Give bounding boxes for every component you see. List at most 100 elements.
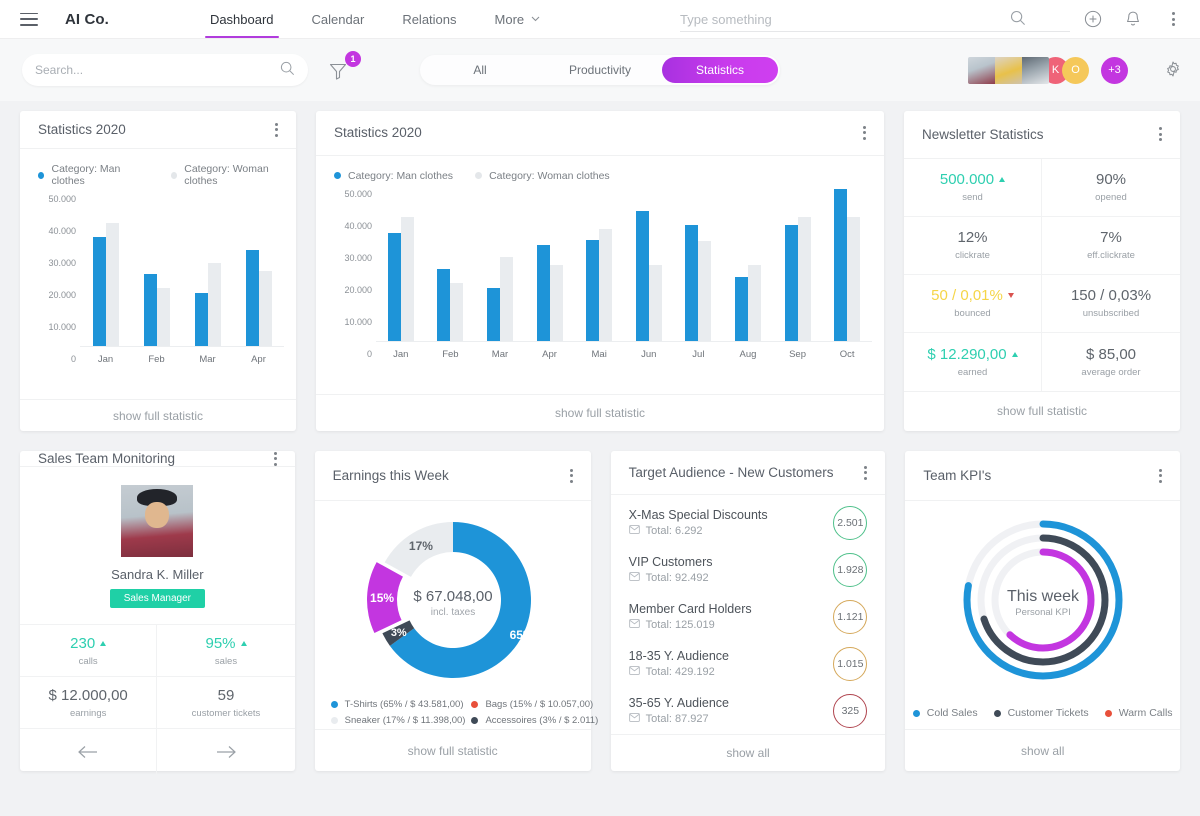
search-icon[interactable] bbox=[280, 61, 295, 79]
y-tick-40000: 40.000 bbox=[48, 226, 76, 237]
search-input[interactable] bbox=[35, 63, 280, 77]
segment-statistics[interactable]: Statistics bbox=[662, 57, 778, 83]
donut-slice[interactable] bbox=[389, 522, 531, 678]
show-full-statistic-link[interactable]: show full statistic bbox=[904, 390, 1180, 431]
radial-chart: This week Personal KPI bbox=[905, 501, 1180, 703]
plus-circle-icon[interactable] bbox=[1082, 8, 1104, 30]
newsletter-stat-cell: 50 / 0,01% bounced bbox=[904, 274, 1042, 333]
sales-stat-label: earnings bbox=[69, 707, 107, 719]
arrow-right-icon[interactable] bbox=[157, 729, 294, 775]
arrow-left-icon[interactable] bbox=[20, 729, 158, 775]
legend-label: Sneaker (17% / $ 11.398,00) bbox=[344, 715, 466, 726]
axis-line bbox=[822, 340, 872, 342]
avatar-2[interactable] bbox=[995, 56, 1022, 84]
nav-item-calendar[interactable]: Calendar bbox=[293, 0, 384, 38]
more-vertical-icon[interactable] bbox=[864, 465, 868, 480]
show-all-link[interactable]: show all bbox=[905, 729, 1181, 771]
avatar-overflow-badge[interactable]: +3 bbox=[1101, 56, 1128, 84]
show-full-statistic-link[interactable]: show full statistic bbox=[20, 399, 296, 431]
search-icon[interactable] bbox=[1010, 10, 1026, 29]
kpi-legend: Cold Sales Customer Tickets Warm Calls bbox=[905, 703, 1180, 719]
card-earnings-this-week: Earnings this Week 65% 3% 15% 17% $ 67.048,0… bbox=[314, 451, 598, 771]
bar-woman bbox=[797, 217, 811, 341]
hamburger-icon[interactable] bbox=[20, 12, 38, 26]
more-vertical-icon[interactable] bbox=[1159, 127, 1162, 142]
nav-item-relations[interactable]: Relations bbox=[383, 0, 475, 38]
mail-icon bbox=[628, 713, 640, 725]
filter-button[interactable]: 1 bbox=[328, 51, 361, 83]
bar-pair bbox=[387, 217, 414, 341]
bar-area: Jan Feb Mar Apr Mai Jun Jul Aug Sep Oct bbox=[376, 188, 872, 360]
newsletter-stat-label: bounced bbox=[954, 308, 991, 320]
search-box[interactable] bbox=[22, 54, 308, 86]
kpi-ring-arc[interactable] bbox=[977, 534, 1109, 666]
newsletter-stat-cell: $ 85,00 average order bbox=[1042, 333, 1180, 391]
axis-line bbox=[772, 340, 823, 342]
legend-label: Bags (15% / $ 10.057,00) bbox=[485, 699, 594, 710]
chevron-down-icon bbox=[531, 14, 540, 24]
gear-icon[interactable] bbox=[1164, 60, 1182, 81]
list-item[interactable]: X-Mas Special Discounts Total: 6.292 2.501 bbox=[629, 499, 868, 546]
x-axis-label: Jan bbox=[393, 348, 409, 360]
show-all-link[interactable]: show all bbox=[610, 734, 886, 771]
card-body: 65% 3% 15% 17% $ 67.048,00 incl. taxes T-Shir… bbox=[315, 501, 598, 729]
avatar-1[interactable] bbox=[968, 56, 995, 84]
global-search-input[interactable] bbox=[680, 12, 1010, 27]
bar-man bbox=[486, 287, 500, 341]
more-vertical-icon[interactable] bbox=[1159, 468, 1163, 483]
donut-slice[interactable] bbox=[366, 562, 403, 633]
newsletter-stat-value: 50 / 0,01% bbox=[931, 287, 1014, 304]
nav-item-dashboard-label: Dashboard bbox=[209, 11, 274, 27]
card-header: Earnings this Week bbox=[314, 451, 591, 501]
nav-item-more[interactable]: More bbox=[476, 0, 560, 38]
legend-dot bbox=[912, 709, 920, 717]
segment-all[interactable]: All bbox=[473, 63, 487, 77]
bar-pair bbox=[635, 210, 662, 341]
more-vertical-icon[interactable] bbox=[1162, 8, 1184, 30]
avatar-photo-group[interactable] bbox=[968, 56, 1049, 84]
list-item[interactable]: 18-35 Y. Audience Total: 429.192 1.015 bbox=[629, 640, 868, 687]
list-item[interactable]: Member Card Holders Total: 125.019 1.121 bbox=[629, 593, 868, 640]
more-vertical-icon[interactable] bbox=[569, 468, 573, 483]
card-title: Team KPI's bbox=[923, 468, 992, 483]
audience-name: X-Mas Special Discounts bbox=[628, 508, 768, 523]
nav-item-dashboard[interactable]: Dashboard bbox=[191, 0, 293, 38]
avatar-3[interactable] bbox=[1022, 56, 1049, 84]
show-full-statistic-link[interactable]: show full statistic bbox=[314, 729, 591, 771]
newsletter-stat-cell: 90% opened bbox=[1042, 159, 1180, 217]
bar-group: Feb bbox=[425, 268, 476, 360]
legend-label-man: Category: Man clothes bbox=[51, 163, 121, 188]
bell-icon[interactable] bbox=[1122, 8, 1144, 30]
donut-slice[interactable] bbox=[382, 620, 414, 646]
show-full-statistic-link[interactable]: show full statistic bbox=[316, 393, 884, 431]
bar-group: Apr bbox=[524, 244, 575, 360]
bar-man bbox=[784, 225, 798, 341]
card-body: This week Personal KPI Cold Sales Customer… bbox=[905, 501, 1180, 729]
segment-productivity[interactable]: Productivity bbox=[568, 63, 632, 77]
more-vertical-icon[interactable] bbox=[863, 125, 866, 140]
donut-slice-label: 17% bbox=[409, 539, 433, 553]
kpi-ring-arc[interactable] bbox=[991, 548, 1095, 652]
kpi-ring-arc[interactable] bbox=[963, 520, 1123, 680]
avatar-letter-o[interactable]: O bbox=[1062, 56, 1089, 84]
top-action-icons bbox=[1082, 8, 1184, 30]
legend-dot bbox=[330, 701, 338, 708]
bar-man bbox=[685, 225, 699, 341]
list-item[interactable]: VIP Customers Total: 92.492 1.928 bbox=[629, 546, 868, 593]
global-search[interactable] bbox=[680, 8, 1070, 32]
newsletter-stat-value: $ 12.290,00 bbox=[927, 346, 1018, 363]
sales-stat-label: sales bbox=[214, 655, 238, 667]
donut-slice[interactable] bbox=[384, 522, 453, 577]
legend-dot bbox=[330, 717, 338, 724]
more-vertical-icon[interactable] bbox=[273, 451, 277, 466]
more-vertical-icon[interactable] bbox=[275, 122, 278, 137]
newsletter-stat-value: 12% bbox=[957, 229, 988, 247]
list-item[interactable]: 35-65 Y. Audience Total: 87.927 325 bbox=[629, 687, 868, 734]
bar-woman bbox=[698, 241, 712, 341]
audience-count-badge: 1.928 bbox=[833, 552, 868, 587]
sales-stat-cell: 95% sales bbox=[157, 625, 295, 677]
newsletter-stat-cell: 150 / 0,03% unsubscribed bbox=[1042, 275, 1180, 333]
mail-icon bbox=[628, 666, 640, 678]
bar-group: Sep bbox=[772, 217, 823, 360]
bar-pair bbox=[834, 188, 861, 341]
